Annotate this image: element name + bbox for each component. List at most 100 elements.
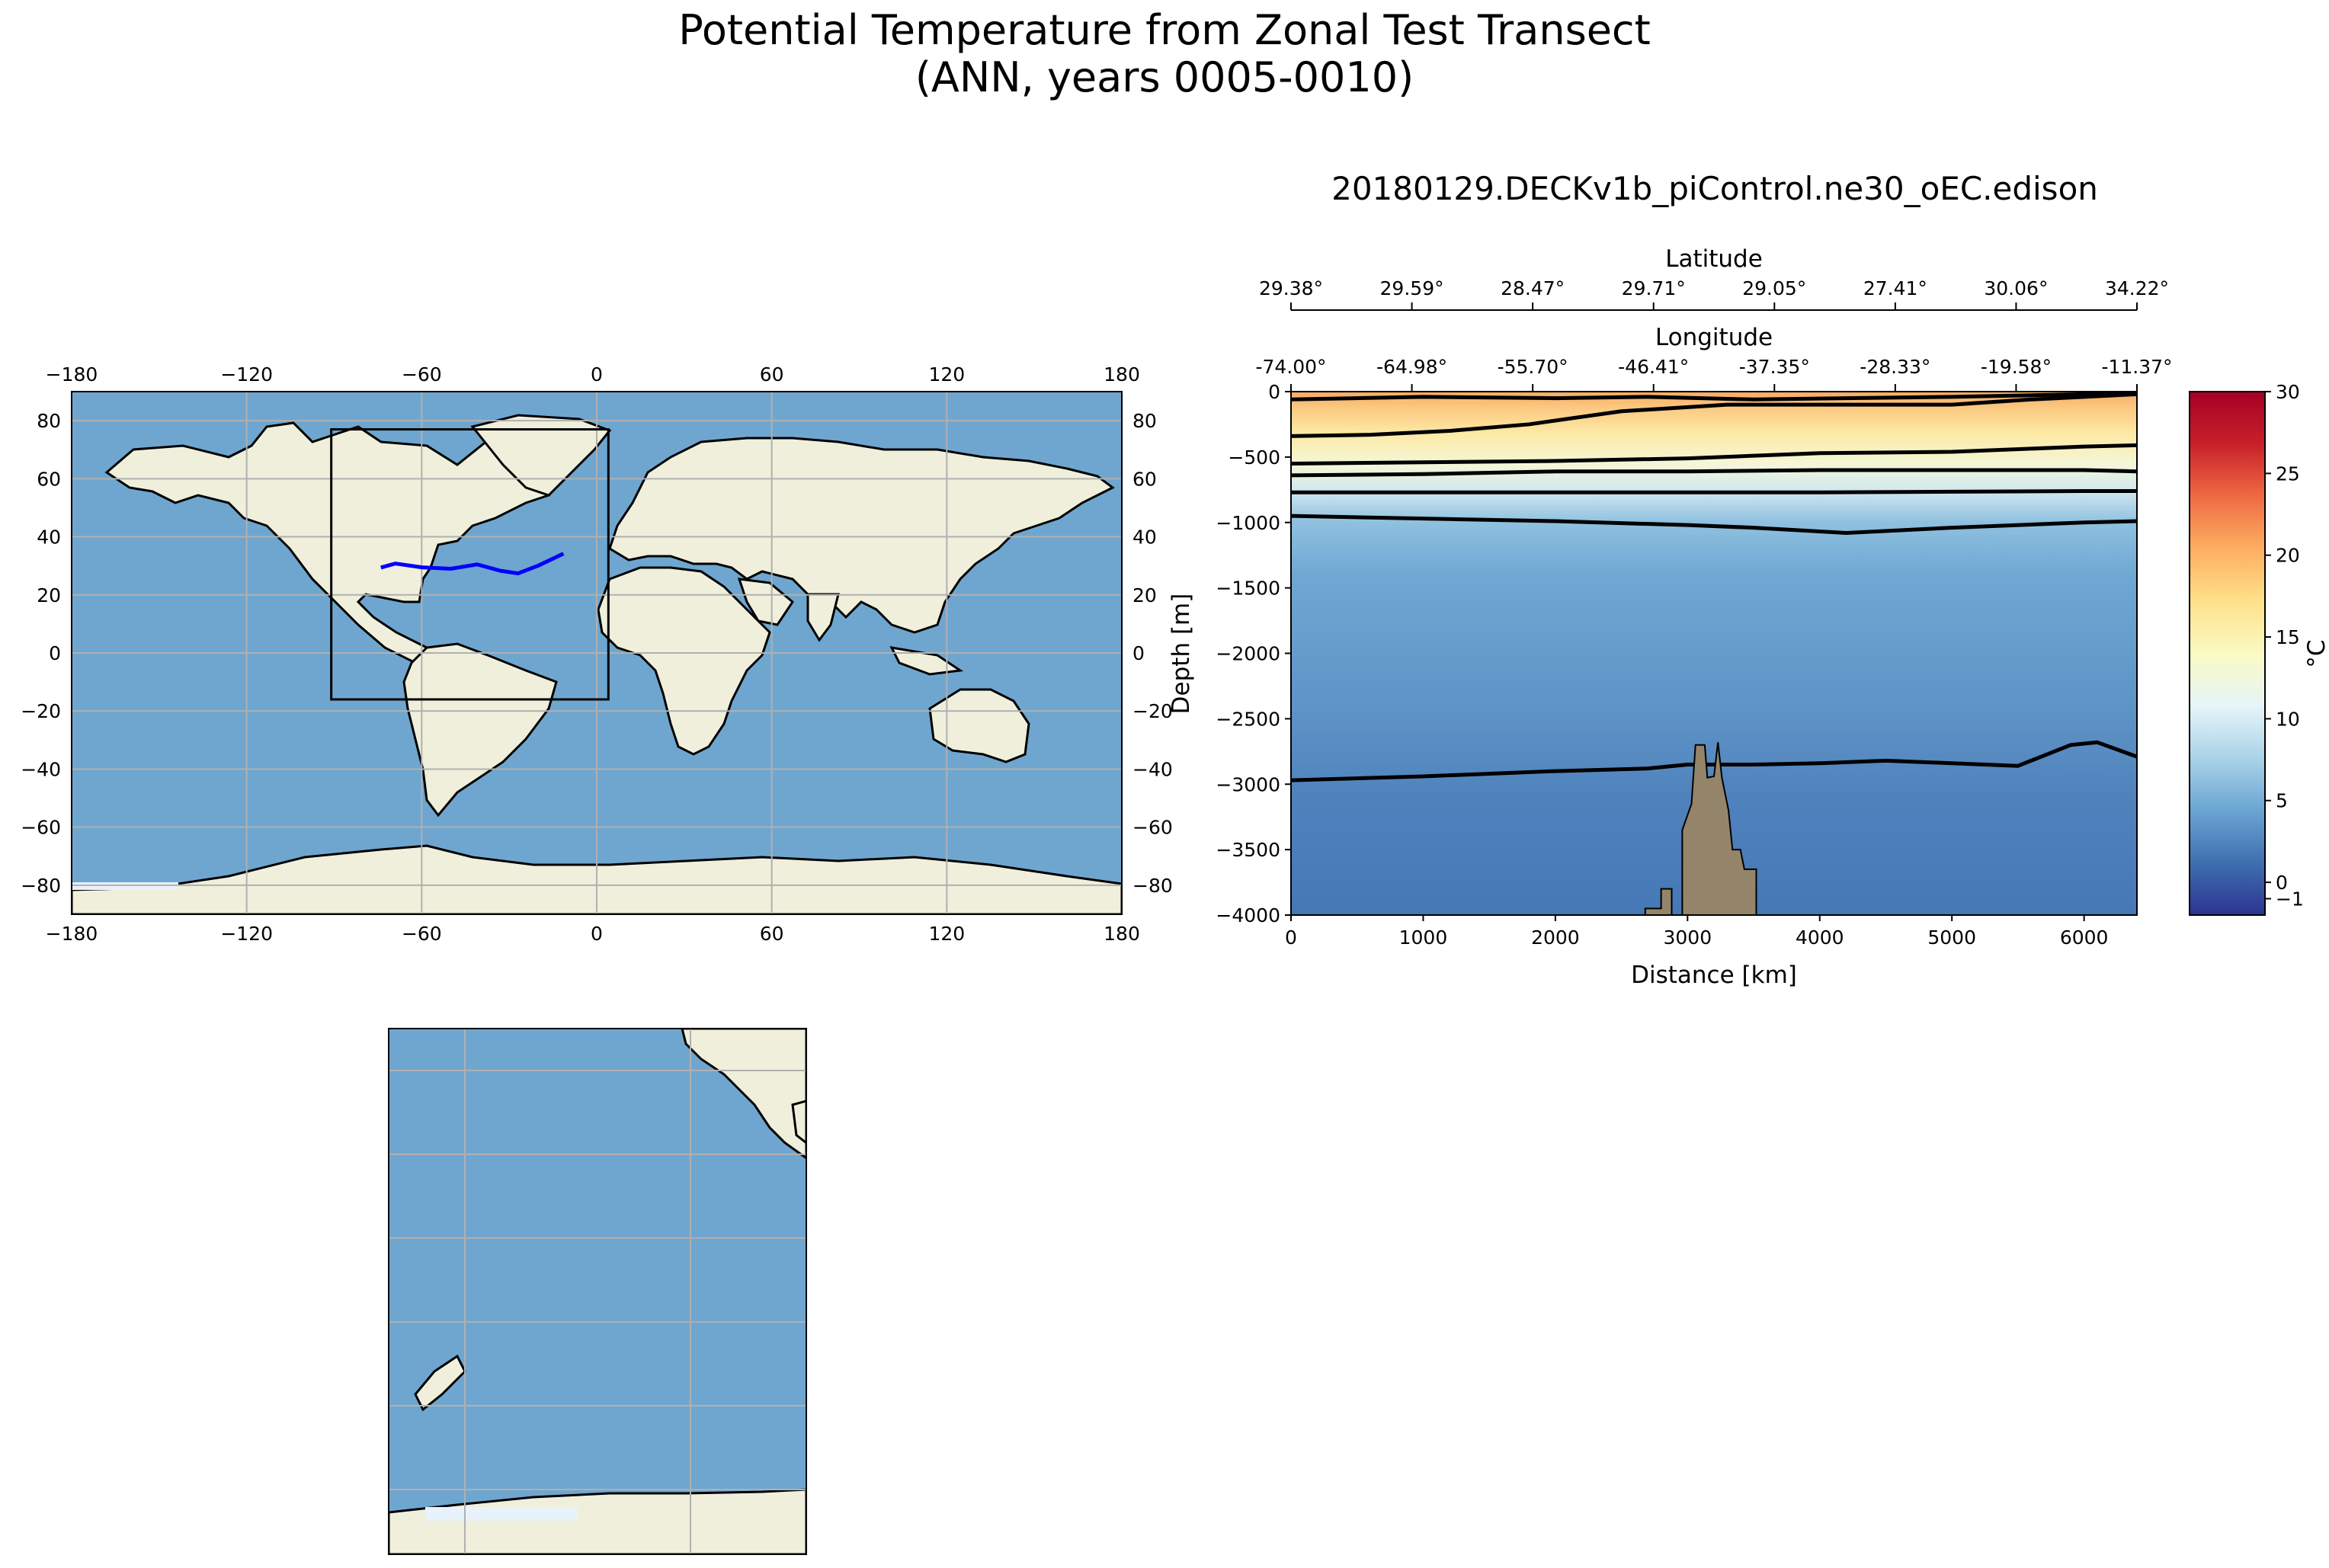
inset-ice-shelf bbox=[425, 1507, 578, 1521]
map-ytick-right: −20 bbox=[1132, 700, 1173, 722]
section-ytick-label: −3000 bbox=[1216, 773, 1280, 795]
map-ytick-right: −60 bbox=[1132, 817, 1173, 839]
map-gridlines bbox=[72, 392, 1122, 914]
map-xtick-bottom: −120 bbox=[220, 923, 273, 945]
map-ytick-left: 80 bbox=[37, 410, 61, 432]
longitude-tick-label: -64.98° bbox=[1376, 356, 1447, 378]
map-ice-shelf bbox=[72, 882, 178, 890]
inset-frame bbox=[388, 1028, 807, 1555]
map-xtick-top: 180 bbox=[1104, 363, 1140, 386]
section-xtick-label: 6000 bbox=[2060, 926, 2109, 949]
map-xtick-top: 60 bbox=[760, 363, 784, 386]
land-greenland bbox=[470, 414, 612, 497]
figure-title-line2: (ANN, years 0005-0010) bbox=[915, 53, 1414, 101]
colorbar-tick-label: 10 bbox=[2276, 708, 2300, 730]
section-contours bbox=[1291, 392, 2137, 782]
latitude-tick-label: 27.41° bbox=[1863, 277, 1927, 299]
land-africa bbox=[597, 566, 771, 756]
colorbar-tick-label: 20 bbox=[2276, 545, 2300, 567]
inset-map bbox=[388, 1028, 807, 1555]
figure-title-line1: Potential Temperature from Zonal Test Tr… bbox=[678, 6, 1651, 54]
section-xtick-label: 1000 bbox=[1399, 926, 1448, 949]
map-xtick-top: −60 bbox=[402, 363, 442, 386]
map-frame bbox=[71, 391, 1123, 915]
latitude-tick-label: 28.47° bbox=[1501, 277, 1565, 299]
latitude-tick-label: 29.59° bbox=[1380, 277, 1444, 299]
colorbar-tick-label: 0 bbox=[2276, 872, 2288, 894]
map-xtick-bottom: −180 bbox=[46, 923, 98, 945]
inset-land-islands bbox=[791, 1099, 806, 1144]
colorbar-ticks: 0 5 10 15 20 25 30 −1 bbox=[2265, 381, 2304, 910]
latitude-ticks: 29.38° 29.59° 28.47° 29.71° 29.05° 27.41° 30.0… bbox=[1259, 277, 2169, 310]
map-transect-line bbox=[380, 552, 565, 576]
latitude-tick-label: 29.05° bbox=[1742, 277, 1806, 299]
longitude-tick-label: -37.35° bbox=[1739, 356, 1810, 378]
map-xtick-top: −120 bbox=[220, 363, 273, 386]
map-xtick-bottom: 0 bbox=[591, 923, 603, 945]
section-xtick-label: 3000 bbox=[1664, 926, 1712, 949]
longitude-tick-label: -19.58° bbox=[1981, 356, 2052, 378]
section-ytick-label: −4000 bbox=[1216, 904, 1280, 926]
section-ytick-label: 0 bbox=[1268, 381, 1280, 403]
map-ytick-left: −80 bbox=[21, 875, 61, 897]
map-ytick-left: −20 bbox=[21, 700, 61, 722]
colorbar-tick-label: 25 bbox=[2276, 462, 2300, 485]
colorbar-tick-label: −1 bbox=[2276, 888, 2304, 910]
longitude-tick-label: -74.00° bbox=[1255, 356, 1326, 378]
latitude-tick-label: 29.71° bbox=[1622, 277, 1686, 299]
land-eurasia bbox=[608, 437, 1115, 634]
contour-line-20 bbox=[1291, 392, 2137, 402]
map-ytick-left: −60 bbox=[21, 817, 61, 839]
longitude-tick-label: -28.33° bbox=[1860, 356, 1930, 378]
map-ytick-right: 60 bbox=[1132, 468, 1157, 490]
map-region-box bbox=[330, 428, 610, 701]
contour-line-8 bbox=[1291, 468, 2137, 478]
map-ytick-right: 0 bbox=[1132, 642, 1145, 664]
longitude-tick-label: -11.37° bbox=[2101, 356, 2172, 378]
contour-line-10 bbox=[1291, 443, 2137, 466]
longitude-ticks: -74.00° -64.98° -55.70° -46.41° -37.35° -28.3… bbox=[1255, 356, 2173, 392]
transect-section-plot: 20180129.DECKv1b_piControl.ne30_oEC.edis… bbox=[1168, 170, 2329, 989]
inset-antarctica bbox=[389, 1488, 806, 1554]
map-xtick-top: 120 bbox=[928, 363, 965, 386]
inset-gridlines bbox=[389, 1029, 806, 1554]
map-ytick-right: 80 bbox=[1132, 410, 1157, 432]
section-ytick-label: −500 bbox=[1228, 446, 1280, 469]
map-ytick-left: 20 bbox=[37, 584, 61, 606]
colorbar-tick-label: 15 bbox=[2276, 626, 2300, 648]
map-xtick-bottom: 60 bbox=[760, 923, 784, 945]
map-ytick-left: −40 bbox=[21, 758, 61, 780]
section-bathymetry bbox=[1644, 742, 1757, 915]
map-ytick-left: 40 bbox=[37, 526, 61, 549]
longitude-tick-label: -55.70° bbox=[1498, 356, 1568, 378]
map-ytick-right: −80 bbox=[1132, 875, 1173, 897]
latitude-tick-label: 30.06° bbox=[1984, 277, 2048, 299]
contour-line-2 bbox=[1291, 740, 2137, 782]
map-ytick-left: 0 bbox=[49, 642, 61, 664]
global-map: −180 −180 −120 −120 −60 −60 0 0 60 60 120 120 180 180… bbox=[21, 363, 1173, 945]
section-xtick-label: 0 bbox=[1285, 926, 1297, 949]
map-xtick-bottom: −60 bbox=[402, 923, 442, 945]
section-ytick-label: −1500 bbox=[1216, 578, 1280, 600]
map-tick-labels: −180 −180 −120 −120 −60 −60 0 0 60 60 120 120 180 180… bbox=[21, 363, 1173, 945]
map-xtick-top: −180 bbox=[46, 363, 98, 386]
section-ytick-label: −1000 bbox=[1216, 512, 1280, 534]
latitude-axis-label: Latitude bbox=[1665, 245, 1763, 273]
section-ytick-label: −3500 bbox=[1216, 839, 1280, 861]
inset-ocean bbox=[389, 1029, 806, 1554]
section-tick-labels: 0 1000 2000 3000 4000 5000 6000 0 −500 −1000 −1500… bbox=[1216, 381, 2108, 949]
section-xtick-label: 4000 bbox=[1796, 926, 1844, 949]
section-xlabel: Distance [km] bbox=[1631, 962, 1797, 989]
section-ytick-label: −2000 bbox=[1216, 643, 1280, 665]
map-ytick-right: −40 bbox=[1132, 758, 1173, 780]
land-south-america bbox=[402, 642, 558, 818]
contour-line-4 bbox=[1291, 514, 2137, 535]
section-xtick-label: 2000 bbox=[1531, 926, 1580, 949]
latitude-tick-label: 29.38° bbox=[1259, 277, 1323, 299]
map-ytick-left: 60 bbox=[37, 468, 61, 490]
section-ytick-label: −2500 bbox=[1216, 708, 1280, 730]
contour-line-6 bbox=[1291, 489, 2137, 494]
colorbar bbox=[2189, 391, 2266, 916]
map-ytick-right: 40 bbox=[1132, 526, 1157, 549]
